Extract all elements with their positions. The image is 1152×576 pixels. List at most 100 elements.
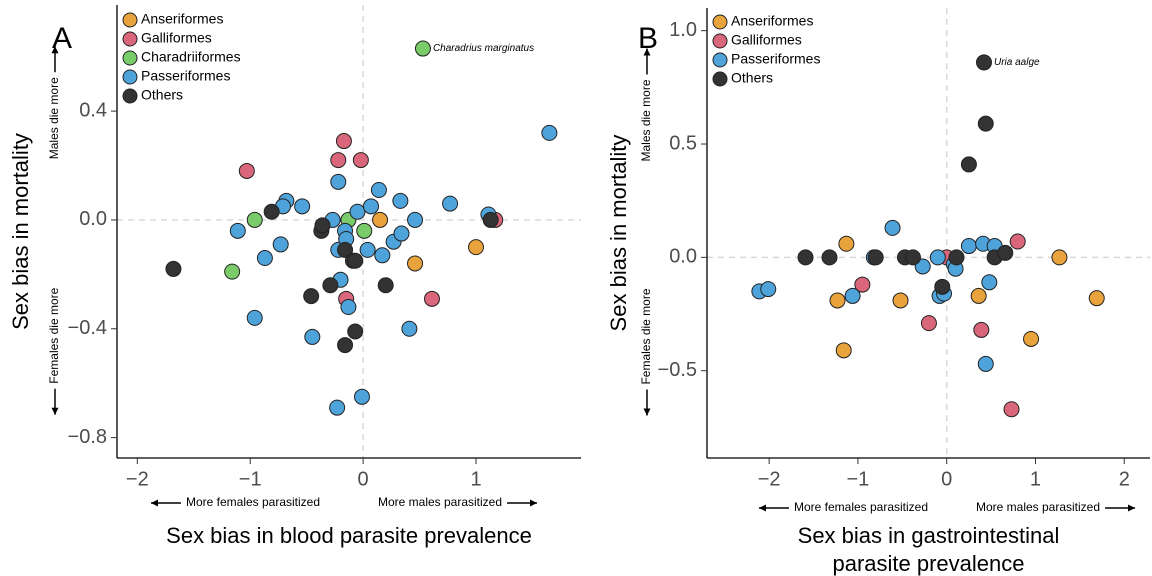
arrow-head: [150, 499, 158, 507]
point: [867, 249, 884, 266]
x-annotation: More females parasitized: [794, 500, 928, 514]
x-tick-label: 0: [941, 468, 952, 490]
point: [401, 320, 418, 337]
point-annotation: Charadrius marginatus: [433, 43, 534, 54]
point: [854, 276, 871, 293]
arrow-head: [643, 48, 651, 56]
point: [303, 288, 320, 305]
point: [329, 399, 346, 416]
point: [904, 249, 921, 266]
point: [844, 287, 861, 304]
point: [1009, 233, 1026, 250]
point: [363, 198, 380, 215]
legend-label: Passeriformes: [731, 51, 820, 67]
x-tick-label: −2: [758, 468, 781, 490]
panel-label: B: [638, 22, 658, 55]
arrow-head: [1128, 504, 1136, 512]
y-annotation: Females die more: [639, 288, 653, 384]
point: [335, 133, 352, 150]
legend-label: Passeriformes: [141, 68, 230, 84]
point: [914, 258, 931, 275]
point: [423, 290, 440, 307]
point: [370, 182, 387, 199]
legend-label: Others: [141, 87, 183, 103]
y-axis-title: Sex bias in mortality: [8, 133, 33, 330]
point: [347, 252, 364, 269]
legend-label: Charadriiformes: [141, 49, 241, 65]
point: [238, 162, 255, 179]
point: [340, 299, 357, 315]
point: [246, 309, 263, 326]
x-tick-label: 1: [1030, 468, 1041, 490]
point: [981, 274, 998, 291]
y-annotation: Males die more: [639, 79, 653, 161]
legend-swatch: [122, 88, 138, 104]
arrow-head: [530, 499, 538, 507]
point: [330, 173, 347, 190]
point: [352, 152, 369, 169]
arrow-head: [758, 504, 766, 512]
point: [977, 355, 994, 372]
point: [330, 152, 347, 169]
legend-swatch: [712, 14, 728, 30]
y-tick-label: −0.4: [68, 317, 107, 339]
point: [821, 249, 838, 266]
x-tick-label: −1: [847, 468, 870, 490]
legend-label: Others: [731, 70, 773, 86]
point: [1088, 290, 1105, 307]
point: [541, 124, 558, 141]
point: [970, 287, 987, 304]
point: [392, 192, 409, 209]
point: [482, 211, 499, 228]
point: [377, 277, 394, 294]
point: [374, 247, 391, 264]
point: [356, 222, 373, 239]
point: [960, 156, 977, 173]
point: [760, 281, 777, 298]
y-annotation: Males die more: [47, 77, 61, 159]
point: [884, 219, 901, 236]
point: [920, 315, 937, 332]
legend-label: Galliformes: [731, 32, 802, 48]
point: [337, 241, 354, 258]
y-annotation: Females die more: [47, 287, 61, 383]
point: [1023, 330, 1040, 347]
point: [246, 211, 263, 228]
point: [829, 292, 846, 309]
point: [1003, 401, 1020, 418]
panel: −2 −1 0 1 2 1.0 0.5 0.0 −0.5 Sex bias in gastroin…: [606, 8, 1150, 576]
x-annotation: More females parasitized: [186, 495, 320, 509]
legend-label: Anseriformes: [141, 11, 223, 27]
point: [229, 222, 246, 239]
legend-label: Galliformes: [141, 30, 212, 46]
point: [934, 278, 951, 295]
legend-swatch: [712, 33, 728, 49]
point: [975, 54, 992, 71]
point: [314, 217, 331, 234]
panel-label: A: [52, 22, 72, 55]
x-tick-label: 2: [1119, 468, 1130, 490]
point: [977, 115, 994, 132]
x-axis-title: parasite prevalence: [832, 551, 1024, 576]
point: [294, 198, 311, 215]
point: [272, 236, 289, 253]
y-axis-title: Sex bias in mortality: [606, 135, 631, 332]
point: [393, 225, 410, 242]
y-tick-label: 0.0: [79, 208, 107, 230]
point: [1051, 249, 1068, 266]
point: [835, 342, 852, 359]
point: [892, 292, 909, 309]
point: [224, 263, 241, 280]
legend-swatch: [122, 12, 138, 28]
legend-swatch: [122, 50, 138, 66]
arrow-head: [51, 46, 59, 54]
arrow-head: [643, 408, 651, 416]
point: [838, 235, 855, 252]
x-tick-label: 0: [358, 468, 369, 490]
y-tick-label: 0.5: [669, 132, 697, 154]
point: [960, 238, 977, 255]
y-tick-label: 1.0: [669, 19, 697, 41]
x-axis-title: Sex bias in blood parasite prevalence: [166, 523, 532, 548]
point: [929, 249, 946, 266]
point: [304, 328, 321, 345]
